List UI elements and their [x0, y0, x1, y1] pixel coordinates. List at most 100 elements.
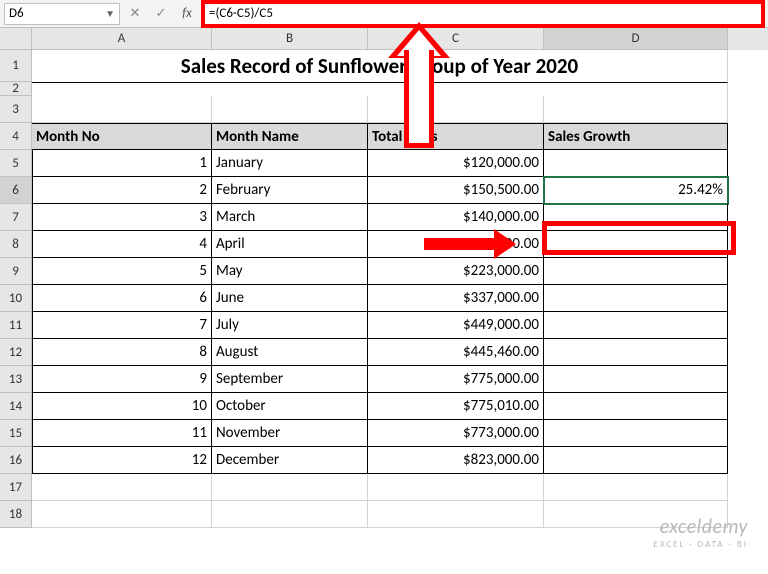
table-row: 73March$140,000.00 — [0, 204, 768, 231]
cell-month-name[interactable]: October — [212, 393, 368, 420]
cell-c18[interactable] — [368, 501, 544, 528]
cell-sales-growth[interactable] — [544, 339, 728, 366]
cell-d3[interactable] — [544, 96, 728, 123]
cell-month-name[interactable]: June — [212, 285, 368, 312]
row-header-16[interactable]: 16 — [0, 447, 32, 474]
cell-total-sales[interactable]: $773,000.00 — [368, 420, 544, 447]
cell-a17[interactable] — [32, 474, 212, 501]
cell-total-sales[interactable]: $823,000.00 — [368, 447, 544, 474]
cell-b18[interactable] — [212, 501, 368, 528]
cell-month-no[interactable]: 7 — [32, 312, 212, 339]
cell-sales-growth[interactable] — [544, 204, 728, 231]
cell-month-no[interactable]: 10 — [32, 393, 212, 420]
cell-month-no[interactable]: 3 — [32, 204, 212, 231]
cell-sales-growth[interactable] — [544, 150, 728, 177]
cell-total-sales[interactable]: $140,000.00 — [368, 204, 544, 231]
cell-total-sales[interactable]: $250,000.00 — [368, 231, 544, 258]
table-row: 128August$445,460.00 — [0, 339, 768, 366]
cell-month-no[interactable]: 11 — [32, 420, 212, 447]
row-header-14[interactable]: 14 — [0, 393, 32, 420]
row-header-4[interactable]: 4 — [0, 123, 32, 150]
row-header-1[interactable]: 1 — [0, 50, 32, 82]
cell-total-sales[interactable]: $775,000.00 — [368, 366, 544, 393]
cell-month-name[interactable]: December — [212, 447, 368, 474]
cell-d17[interactable] — [544, 474, 728, 501]
cell-total-sales[interactable]: $445,460.00 — [368, 339, 544, 366]
row-header-3[interactable]: 3 — [0, 96, 32, 123]
cell-month-no[interactable]: 1 — [32, 150, 212, 177]
cell-month-no[interactable]: 12 — [32, 447, 212, 474]
chevron-down-icon[interactable]: ▼ — [105, 7, 115, 20]
header-sales-growth[interactable]: Sales Growth — [544, 123, 728, 150]
cell-total-sales[interactable]: $120,000.00 — [368, 150, 544, 177]
cell-month-no[interactable]: 4 — [32, 231, 212, 258]
cell-month-name[interactable]: July — [212, 312, 368, 339]
row-header-6[interactable]: 6 — [0, 177, 32, 204]
row-header-11[interactable]: 11 — [0, 312, 32, 339]
row-header-10[interactable]: 10 — [0, 285, 32, 312]
cell-sales-growth[interactable] — [544, 420, 728, 447]
cell-month-name[interactable]: May — [212, 258, 368, 285]
col-header-d[interactable]: D — [544, 28, 728, 50]
select-all-corner[interactable] — [0, 28, 32, 50]
header-month-no[interactable]: Month No — [32, 123, 212, 150]
cell-total-sales[interactable]: $223,000.00 — [368, 258, 544, 285]
cell-month-no[interactable]: 8 — [32, 339, 212, 366]
cancel-icon[interactable]: ✕ — [124, 3, 146, 25]
cell-c3[interactable] — [368, 96, 544, 123]
cell-month-no[interactable]: 5 — [32, 258, 212, 285]
sheet-title[interactable]: Sales Record of Sunflower Group of Year … — [32, 50, 728, 82]
cell-sales-growth[interactable]: 25.42% — [544, 177, 728, 204]
cell-sales-growth[interactable] — [544, 231, 728, 258]
cell-total-sales[interactable]: $337,000.00 — [368, 285, 544, 312]
row-header-8[interactable]: 8 — [0, 231, 32, 258]
cell-sales-growth[interactable] — [544, 285, 728, 312]
cell-month-no[interactable]: 6 — [32, 285, 212, 312]
row-header-9[interactable]: 9 — [0, 258, 32, 285]
cell-month-name[interactable]: April — [212, 231, 368, 258]
cell-d18[interactable] — [544, 501, 728, 528]
cell-month-name[interactable]: February — [212, 177, 368, 204]
cell-total-sales[interactable]: $150,500.00 — [368, 177, 544, 204]
cell-sales-growth[interactable] — [544, 447, 728, 474]
col-header-b[interactable]: B — [212, 28, 368, 50]
cell-month-name[interactable]: August — [212, 339, 368, 366]
row-header-17[interactable]: 17 — [0, 474, 32, 501]
cell-month-name[interactable]: September — [212, 366, 368, 393]
row-header-15[interactable]: 15 — [0, 420, 32, 447]
row-header-2[interactable]: 2 — [0, 82, 32, 96]
fx-icon[interactable]: fx — [176, 3, 198, 25]
row-header-13[interactable]: 13 — [0, 366, 32, 393]
cell-b17[interactable] — [212, 474, 368, 501]
cell-month-name[interactable]: January — [212, 150, 368, 177]
cell-month-name[interactable]: March — [212, 204, 368, 231]
header-total-sales[interactable]: Total Sales — [368, 123, 544, 150]
cell-a18[interactable] — [32, 501, 212, 528]
enter-icon[interactable]: ✓ — [150, 3, 172, 25]
cell-b3[interactable] — [212, 96, 368, 123]
watermark-line2: EXCEL · DATA · BI — [654, 539, 748, 550]
cell-sales-growth[interactable] — [544, 312, 728, 339]
cell-month-no[interactable]: 2 — [32, 177, 212, 204]
cell-sales-growth[interactable] — [544, 393, 728, 420]
formula-text: =(C6-C5)/C5 — [209, 6, 273, 21]
table-row: 62February$150,500.0025.42% — [0, 177, 768, 204]
cell-blank-2[interactable] — [32, 82, 728, 96]
row-header-12[interactable]: 12 — [0, 339, 32, 366]
cell-a3[interactable] — [32, 96, 212, 123]
cell-month-name[interactable]: November — [212, 420, 368, 447]
cell-month-no[interactable]: 9 — [32, 366, 212, 393]
formula-input[interactable]: =(C6-C5)/C5 — [202, 3, 764, 25]
cell-total-sales[interactable]: $449,000.00 — [368, 312, 544, 339]
row-header-7[interactable]: 7 — [0, 204, 32, 231]
cell-sales-growth[interactable] — [544, 366, 728, 393]
header-month-name[interactable]: Month Name — [212, 123, 368, 150]
cell-sales-growth[interactable] — [544, 258, 728, 285]
col-header-c[interactable]: C — [368, 28, 544, 50]
cell-total-sales[interactable]: $775,010.00 — [368, 393, 544, 420]
cell-c17[interactable] — [368, 474, 544, 501]
row-header-18[interactable]: 18 — [0, 501, 32, 528]
name-box[interactable]: D6 ▼ — [4, 3, 120, 25]
col-header-a[interactable]: A — [32, 28, 212, 50]
row-header-5[interactable]: 5 — [0, 150, 32, 177]
